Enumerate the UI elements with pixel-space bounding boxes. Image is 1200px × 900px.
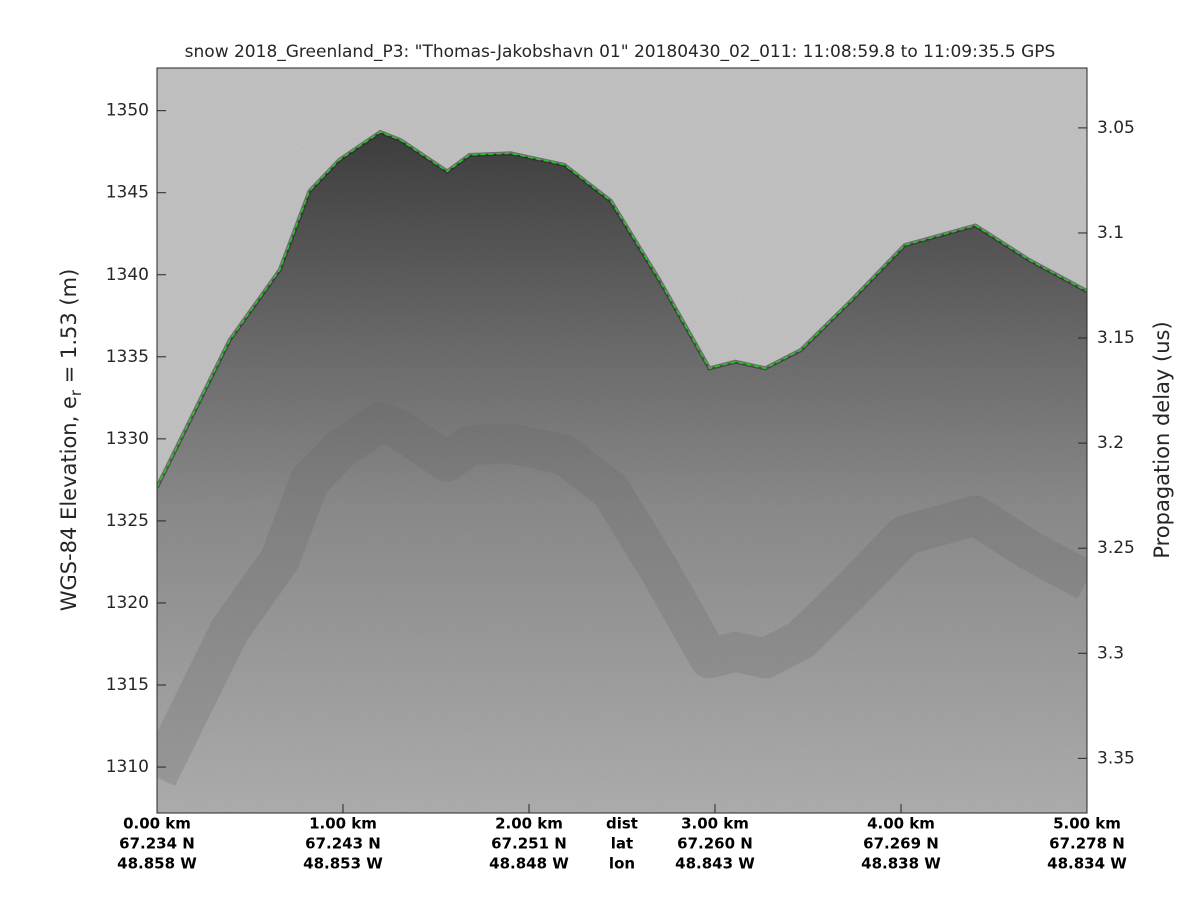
- y-tick-label: 1340: [106, 265, 149, 285]
- lat-label: 67.278 N: [1049, 835, 1125, 853]
- x-tick-label: 0.00 km: [123, 815, 191, 833]
- lat-label: 67.269 N: [863, 835, 939, 853]
- y-tick-label: 1335: [106, 347, 149, 367]
- lon-label: 48.838 W: [861, 855, 941, 873]
- lon-label: 48.848 W: [489, 855, 569, 873]
- lon-label: 48.843 W: [675, 855, 755, 873]
- x-tick-label: 5.00 km: [1053, 815, 1121, 833]
- y-tick-label: 1315: [106, 675, 149, 695]
- y-label-sub: r: [67, 389, 85, 396]
- lon-label: 48.858 W: [117, 855, 197, 873]
- noise: [157, 68, 1087, 813]
- row-name: dist: [606, 815, 638, 833]
- x-tick-label: 2.00 km: [495, 815, 563, 833]
- row-name: lat: [611, 835, 633, 853]
- y-tick-label: 1345: [106, 183, 149, 203]
- y-label-main: WGS-84 Elevation, e: [57, 396, 81, 611]
- lat-label: 67.243 N: [305, 835, 381, 853]
- lat-label: 67.234 N: [119, 835, 195, 853]
- y2-tick-label: 3.3: [1097, 643, 1124, 663]
- y-label-rest: = 1.53 (m): [57, 269, 81, 390]
- y2-tick-label: 3.05: [1097, 118, 1135, 138]
- x-tick-label: 4.00 km: [867, 815, 935, 833]
- y-axis-label: WGS-84 Elevation, er = 1.53 (m): [57, 269, 85, 612]
- lon-label: 48.853 W: [303, 855, 383, 873]
- plot-frame: [156, 67, 1088, 814]
- lon-label: 48.834 W: [1047, 855, 1127, 873]
- y-tick-label: 1325: [106, 511, 149, 531]
- x-tick-label: 1.00 km: [309, 815, 377, 833]
- y2-axis-label: Propagation delay (us): [1150, 321, 1174, 558]
- y-tick-label: 1350: [106, 101, 149, 121]
- surface-line: [157, 131, 1087, 488]
- y2-tick-label: 3.15: [1097, 328, 1135, 348]
- y-tick-label: 1330: [106, 429, 149, 449]
- y2-tick-label: 3.1: [1097, 223, 1124, 243]
- y2-tick-label: 3.25: [1097, 538, 1135, 558]
- y-tick-label: 1320: [106, 593, 149, 613]
- radargram: [157, 68, 1087, 813]
- y2-tick-label: 3.35: [1097, 748, 1135, 768]
- y2-tick-label: 3.2: [1097, 433, 1124, 453]
- chart-title: snow 2018_Greenland_P3: "Thomas-Jakobsha…: [185, 42, 1056, 62]
- x-tick-label: 3.00 km: [681, 815, 749, 833]
- y-tick-label: 1310: [106, 757, 149, 777]
- row-name: lon: [609, 855, 635, 873]
- lat-label: 67.260 N: [677, 835, 753, 853]
- lat-label: 67.251 N: [491, 835, 567, 853]
